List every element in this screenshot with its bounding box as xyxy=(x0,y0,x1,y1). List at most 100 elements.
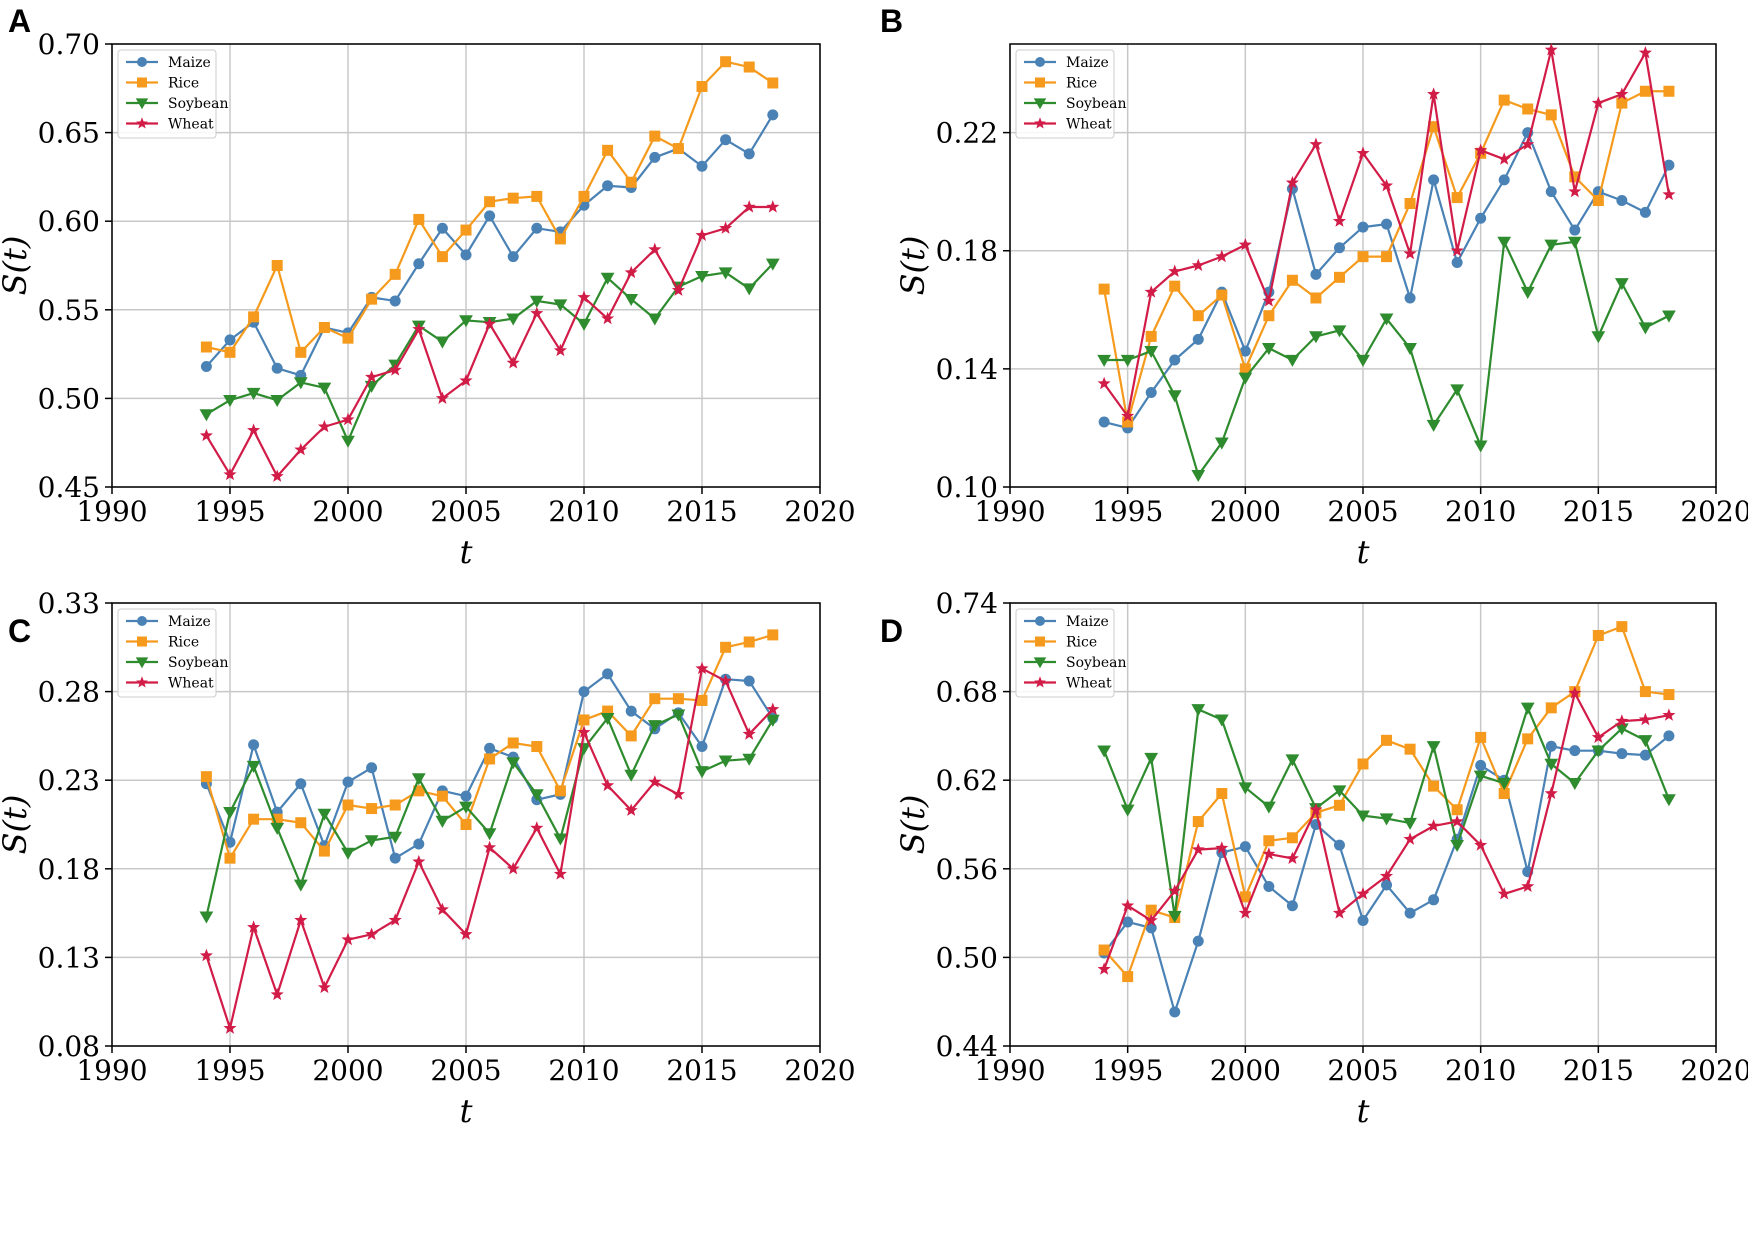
data-point-wheat xyxy=(1356,146,1370,159)
data-point-wheat xyxy=(671,787,685,800)
data-point-maize xyxy=(436,222,448,234)
data-point-maize xyxy=(1475,212,1487,224)
data-point-wheat xyxy=(1379,869,1394,882)
data-point-rice xyxy=(389,799,401,811)
data-point-wheat xyxy=(624,265,638,279)
data-point-soybean xyxy=(1473,770,1488,783)
data-point-wheat xyxy=(1215,249,1229,263)
data-point-soybean xyxy=(553,833,568,846)
data-point-maize xyxy=(1498,174,1510,186)
data-point-rice xyxy=(649,693,661,705)
data-point-wheat xyxy=(1615,714,1629,727)
data-point-maize xyxy=(507,251,519,263)
data-point-soybean xyxy=(435,336,450,349)
data-point-wheat xyxy=(365,370,379,383)
data-point-soybean xyxy=(1214,437,1229,450)
data-point-wheat xyxy=(1215,841,1229,854)
data-point-rice xyxy=(1333,799,1345,811)
legend-marker-soybean xyxy=(1033,657,1047,669)
data-point-wheat xyxy=(1309,137,1323,150)
legend-label-maize: Maize xyxy=(168,614,211,630)
data-point-wheat xyxy=(1474,143,1488,156)
data-point-rice xyxy=(1216,787,1228,799)
data-point-rice xyxy=(200,341,212,353)
data-point-soybean xyxy=(1450,384,1465,397)
data-point-rice xyxy=(507,192,519,204)
data-point-wheat xyxy=(1568,686,1582,699)
data-point-maize xyxy=(1333,242,1345,254)
data-point-wheat xyxy=(530,821,544,834)
data-point-wheat xyxy=(648,242,662,256)
data-point-maize xyxy=(1569,224,1581,236)
data-point-rice xyxy=(720,641,732,653)
data-point-maize xyxy=(1169,1006,1181,1018)
data-point-soybean xyxy=(1426,741,1441,754)
data-point-rice xyxy=(1098,944,1110,956)
data-point-wheat xyxy=(483,840,497,854)
legend-label-rice: Rice xyxy=(168,76,199,92)
data-point-maize xyxy=(1169,354,1181,366)
data-point-rice xyxy=(271,813,283,825)
data-point-rice xyxy=(531,741,543,753)
data-point-wheat xyxy=(459,927,473,940)
legend-label-rice: Rice xyxy=(168,635,199,651)
data-point-wheat xyxy=(1356,887,1370,900)
data-point-rice xyxy=(248,311,260,323)
data-point-wheat xyxy=(270,987,284,1001)
panel-label-c: C xyxy=(8,613,31,649)
legend-marker-rice xyxy=(1035,636,1045,647)
data-point-maize xyxy=(767,109,779,121)
series-rice xyxy=(1098,621,1675,983)
data-point-soybean xyxy=(1332,785,1347,798)
data-point-maize xyxy=(413,838,425,850)
data-point-rice xyxy=(342,799,354,811)
series-line-soybean xyxy=(205,262,774,443)
legend-label-wheat: Wheat xyxy=(1066,676,1112,692)
data-point-wheat xyxy=(388,913,402,926)
data-point-rice xyxy=(507,737,519,749)
data-point-wheat xyxy=(553,343,567,357)
data-point-wheat xyxy=(1521,879,1535,893)
data-point-soybean xyxy=(1379,313,1394,326)
x-tick-label: 2010 xyxy=(548,495,619,528)
data-point-wheat xyxy=(294,442,308,456)
x-tick-label: 1990 xyxy=(974,495,1045,528)
data-point-soybean xyxy=(317,808,332,821)
panel-label-a: A xyxy=(8,3,31,39)
data-point-rice xyxy=(554,233,566,245)
data-point-rice xyxy=(1545,109,1557,121)
legend-box xyxy=(117,49,217,139)
data-point-rice xyxy=(1145,904,1157,916)
data-point-wheat xyxy=(1191,258,1205,272)
data-point-rice xyxy=(1286,832,1298,844)
legend-marker-soybean xyxy=(1033,98,1047,110)
data-point-rice xyxy=(1192,816,1204,828)
data-point-wheat xyxy=(1591,730,1605,743)
x-tick-label: 2010 xyxy=(548,1054,619,1087)
data-point-maize xyxy=(743,148,755,160)
data-point-wheat xyxy=(1332,906,1347,919)
data-point-wheat xyxy=(1238,906,1252,919)
data-point-wheat xyxy=(1662,187,1676,201)
data-point-soybean xyxy=(1167,910,1182,923)
data-point-soybean xyxy=(577,743,591,756)
data-point-wheat xyxy=(695,661,709,675)
data-point-rice xyxy=(767,629,779,641)
data-point-rice xyxy=(625,176,637,188)
data-point-soybean xyxy=(199,911,214,924)
data-point-wheat xyxy=(553,867,567,880)
data-point-wheat xyxy=(719,674,733,687)
series-rice xyxy=(200,56,779,358)
data-point-rice xyxy=(1310,292,1322,304)
data-point-rice xyxy=(1498,787,1510,799)
data-point-rice xyxy=(578,190,590,202)
y-tick-label: 0.18 xyxy=(936,235,998,268)
data-point-rice xyxy=(554,785,566,797)
data-point-maize xyxy=(1663,730,1675,742)
data-point-maize xyxy=(578,686,590,698)
data-point-wheat xyxy=(742,200,756,213)
data-point-soybean xyxy=(1614,723,1629,736)
legend-marker-wheat xyxy=(1034,117,1046,129)
data-point-wheat xyxy=(1262,847,1276,860)
